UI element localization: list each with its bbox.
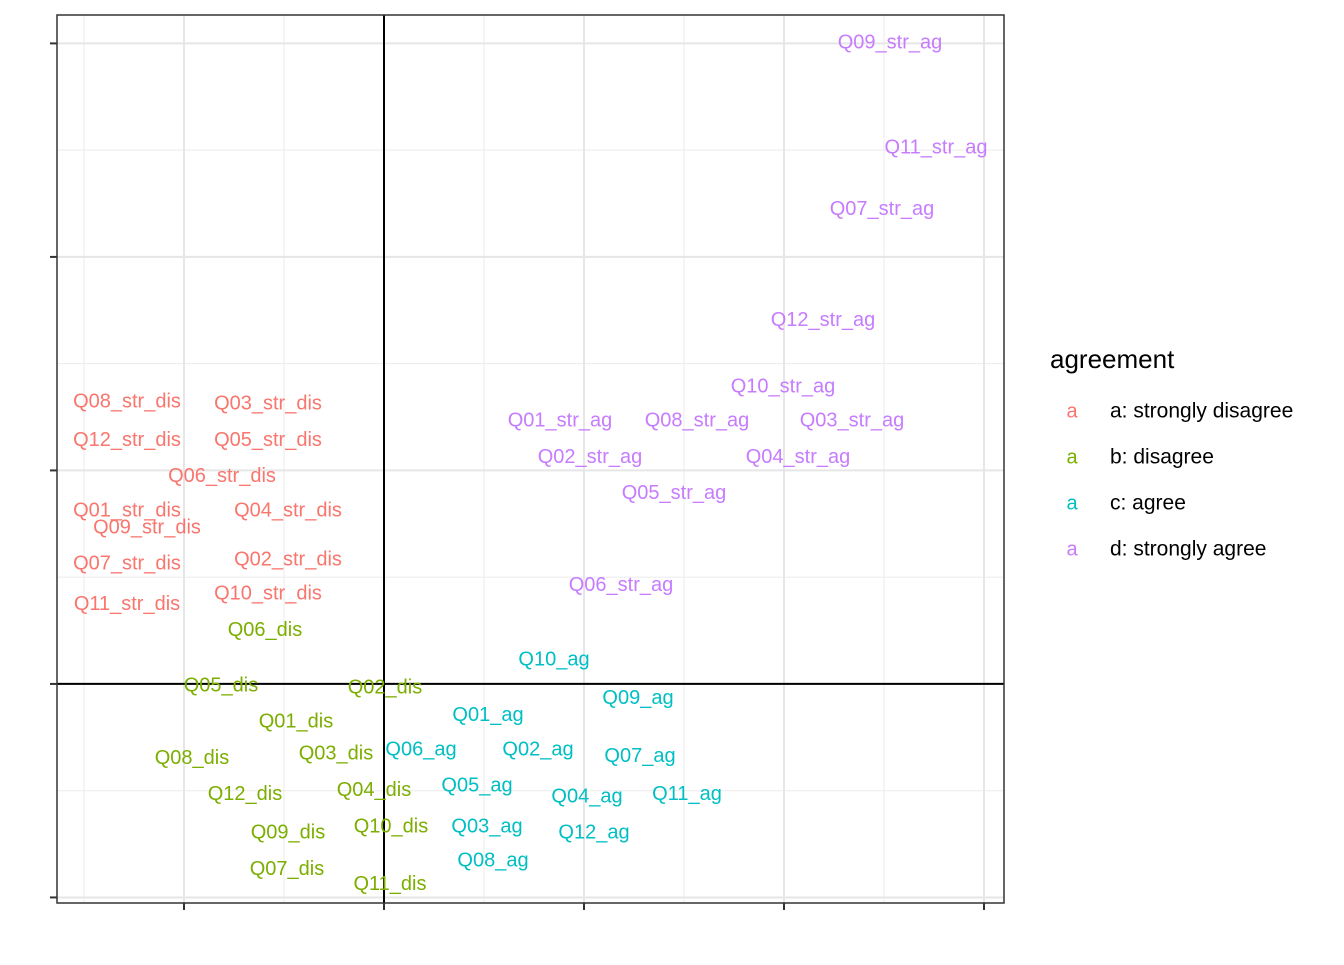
point-label: Q05_str_dis <box>214 429 322 451</box>
point-label: Q12_str_dis <box>73 429 181 451</box>
plot-border <box>56 14 1005 904</box>
point-label: Q10_str_dis <box>214 583 322 605</box>
point-label: Q08_dis <box>155 747 230 769</box>
point-label: Q06_str_ag <box>569 574 674 596</box>
point-label: Q08_ag <box>457 849 528 871</box>
legend-label: b: disagree <box>1110 446 1214 469</box>
point-label: Q01_str_dis <box>73 499 181 521</box>
point-label: Q06_dis <box>228 619 303 641</box>
point-label: Q05_dis <box>184 674 259 696</box>
point-label: Q03_ag <box>451 815 522 837</box>
point-label: Q04_ag <box>551 785 622 807</box>
point-label: Q03_str_ag <box>800 410 905 432</box>
point-label: Q05_str_ag <box>622 482 727 504</box>
point-label: Q01_dis <box>259 711 334 733</box>
point-label: Q09_dis <box>251 822 326 844</box>
point-label: Q02_str_ag <box>538 446 643 468</box>
legend-key: a <box>1066 492 1078 514</box>
point-label: Q11_str_dis <box>74 593 180 615</box>
point-label: Q11_str_ag <box>884 136 987 158</box>
point-label: Q08_str_ag <box>645 410 750 432</box>
point-label: Q12_dis <box>208 783 283 805</box>
point-label: Q10_dis <box>354 815 429 837</box>
legend-key: a <box>1066 400 1078 422</box>
point-label: Q04_str_dis <box>234 499 342 521</box>
legend-label: a: strongly disagree <box>1110 400 1293 423</box>
point-label: Q01_ag <box>452 704 523 726</box>
legend-title: agreement <box>1050 344 1175 374</box>
point-label: Q02_str_dis <box>234 548 342 570</box>
legend-key: a <box>1066 538 1078 560</box>
point-label: Q04_dis <box>337 779 412 801</box>
point-label: Q07_str_ag <box>830 198 935 220</box>
legend-label: d: strongly agree <box>1110 538 1266 561</box>
point-label: Q05_ag <box>441 775 512 797</box>
point-label: Q04_str_ag <box>746 446 851 468</box>
legend-label: c: agree <box>1110 492 1186 515</box>
point-label: Q11_ag <box>652 783 722 805</box>
point-label: Q07_dis <box>250 858 325 880</box>
point-label: Q03_dis <box>299 743 374 765</box>
point-label: Q12_str_ag <box>771 309 876 331</box>
point-label: Q03_str_dis <box>214 393 322 415</box>
point-label: Q07_ag <box>604 745 675 767</box>
point-label: Q07_str_dis <box>73 553 181 575</box>
point-label: Q08_str_dis <box>73 390 181 412</box>
point-label: Q09_ag <box>602 687 673 709</box>
point-label: Q06_str_dis <box>168 465 276 487</box>
point-label: Q10_ag <box>518 649 589 671</box>
point-label: Q02_dis <box>348 676 423 698</box>
point-label: Q09_str_ag <box>838 32 943 54</box>
point-label: Q01_str_ag <box>508 410 613 432</box>
point-label: Q06_ag <box>385 738 456 760</box>
point-label: Q12_ag <box>558 822 629 844</box>
legend-key: a <box>1066 446 1078 468</box>
point-label: Q02_ag <box>502 738 573 760</box>
point-label: Q09_str_dis <box>93 516 201 538</box>
point-label: Q11_dis <box>353 873 426 895</box>
point-label: Q10_str_ag <box>731 375 836 397</box>
